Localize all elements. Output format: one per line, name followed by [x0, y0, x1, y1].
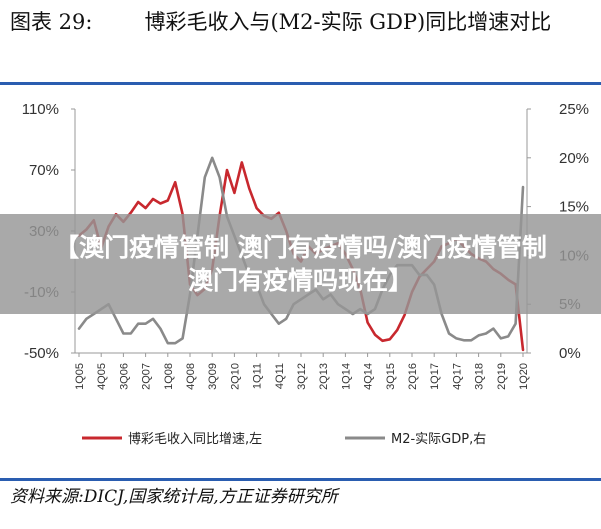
x-tick-label: 3Q12	[296, 363, 308, 390]
x-tick-label: 1Q11	[252, 363, 264, 389]
x-tick-label: 4Q08	[185, 363, 197, 390]
x-tick-label: 3Q06	[118, 363, 130, 390]
legend-label-m2: M2-实际GDP,右	[391, 432, 486, 447]
x-tick-label: 1Q08	[163, 363, 175, 390]
figure-title: 图表 29: 博彩毛收入与(M2-实际 GDP)同比增速对比	[10, 4, 595, 40]
x-tick-label: 2Q13	[318, 363, 330, 390]
bottom-rule	[0, 478, 601, 481]
right-tick-label: 20%	[559, 150, 589, 167]
x-tick-label: 4Q11	[274, 363, 286, 389]
x-tick-label: 4Q05	[96, 363, 108, 390]
banner-text: 【澳门疫情管制 澳门有疫情吗/澳门疫情管制 澳门有疫情吗现在】	[54, 233, 547, 295]
left-tick-label: -50%	[24, 345, 59, 362]
x-tick-label: 3Q09	[207, 363, 219, 390]
x-axis: 1Q05 4Q05 3Q06 2Q07 1Q08 4Q08 3Q09 2Q10 1Q11 4Q11…	[74, 353, 530, 390]
right-tick-label: 25%	[559, 101, 589, 118]
figure-label: 图表 29:	[10, 10, 93, 34]
right-tick-label: 0%	[559, 345, 581, 362]
left-tick-label: 110%	[22, 101, 59, 118]
x-tick-label: 2Q16	[407, 363, 419, 390]
x-tick-label: 2Q07	[141, 363, 153, 390]
x-tick-label: 2Q19	[496, 363, 508, 390]
x-tick-label: 4Q14	[363, 363, 375, 390]
left-tick-label: 70%	[29, 162, 59, 179]
x-tick-label: 1Q20	[518, 363, 530, 390]
x-tick-label: 4Q17	[451, 363, 463, 390]
x-tick-label: 1Q17	[429, 363, 441, 390]
overlay-banner[interactable]: 【澳门疫情管制 澳门有疫情吗/澳门疫情管制 澳门有疫情吗现在】	[0, 214, 601, 314]
legend: 博彩毛收入同比增速,左 M2-实际GDP,右	[82, 432, 486, 447]
x-tick-label: 2Q10	[229, 363, 241, 390]
source-note: 资料来源:DICJ,国家统计局,方正证券研究所	[10, 487, 338, 507]
top-rule	[0, 82, 601, 85]
x-tick-label: 1Q05	[74, 363, 86, 390]
x-tick-label: 1Q14	[340, 363, 352, 390]
figure-title-text: 博彩毛收入与(M2-实际 GDP)同比增速对比	[144, 10, 552, 34]
right-tick-label: 15%	[559, 199, 589, 216]
x-tick-label: 3Q18	[474, 363, 486, 390]
x-tick-label: 3Q15	[385, 363, 397, 390]
legend-label-gaming: 博彩毛收入同比增速,左	[128, 432, 262, 447]
